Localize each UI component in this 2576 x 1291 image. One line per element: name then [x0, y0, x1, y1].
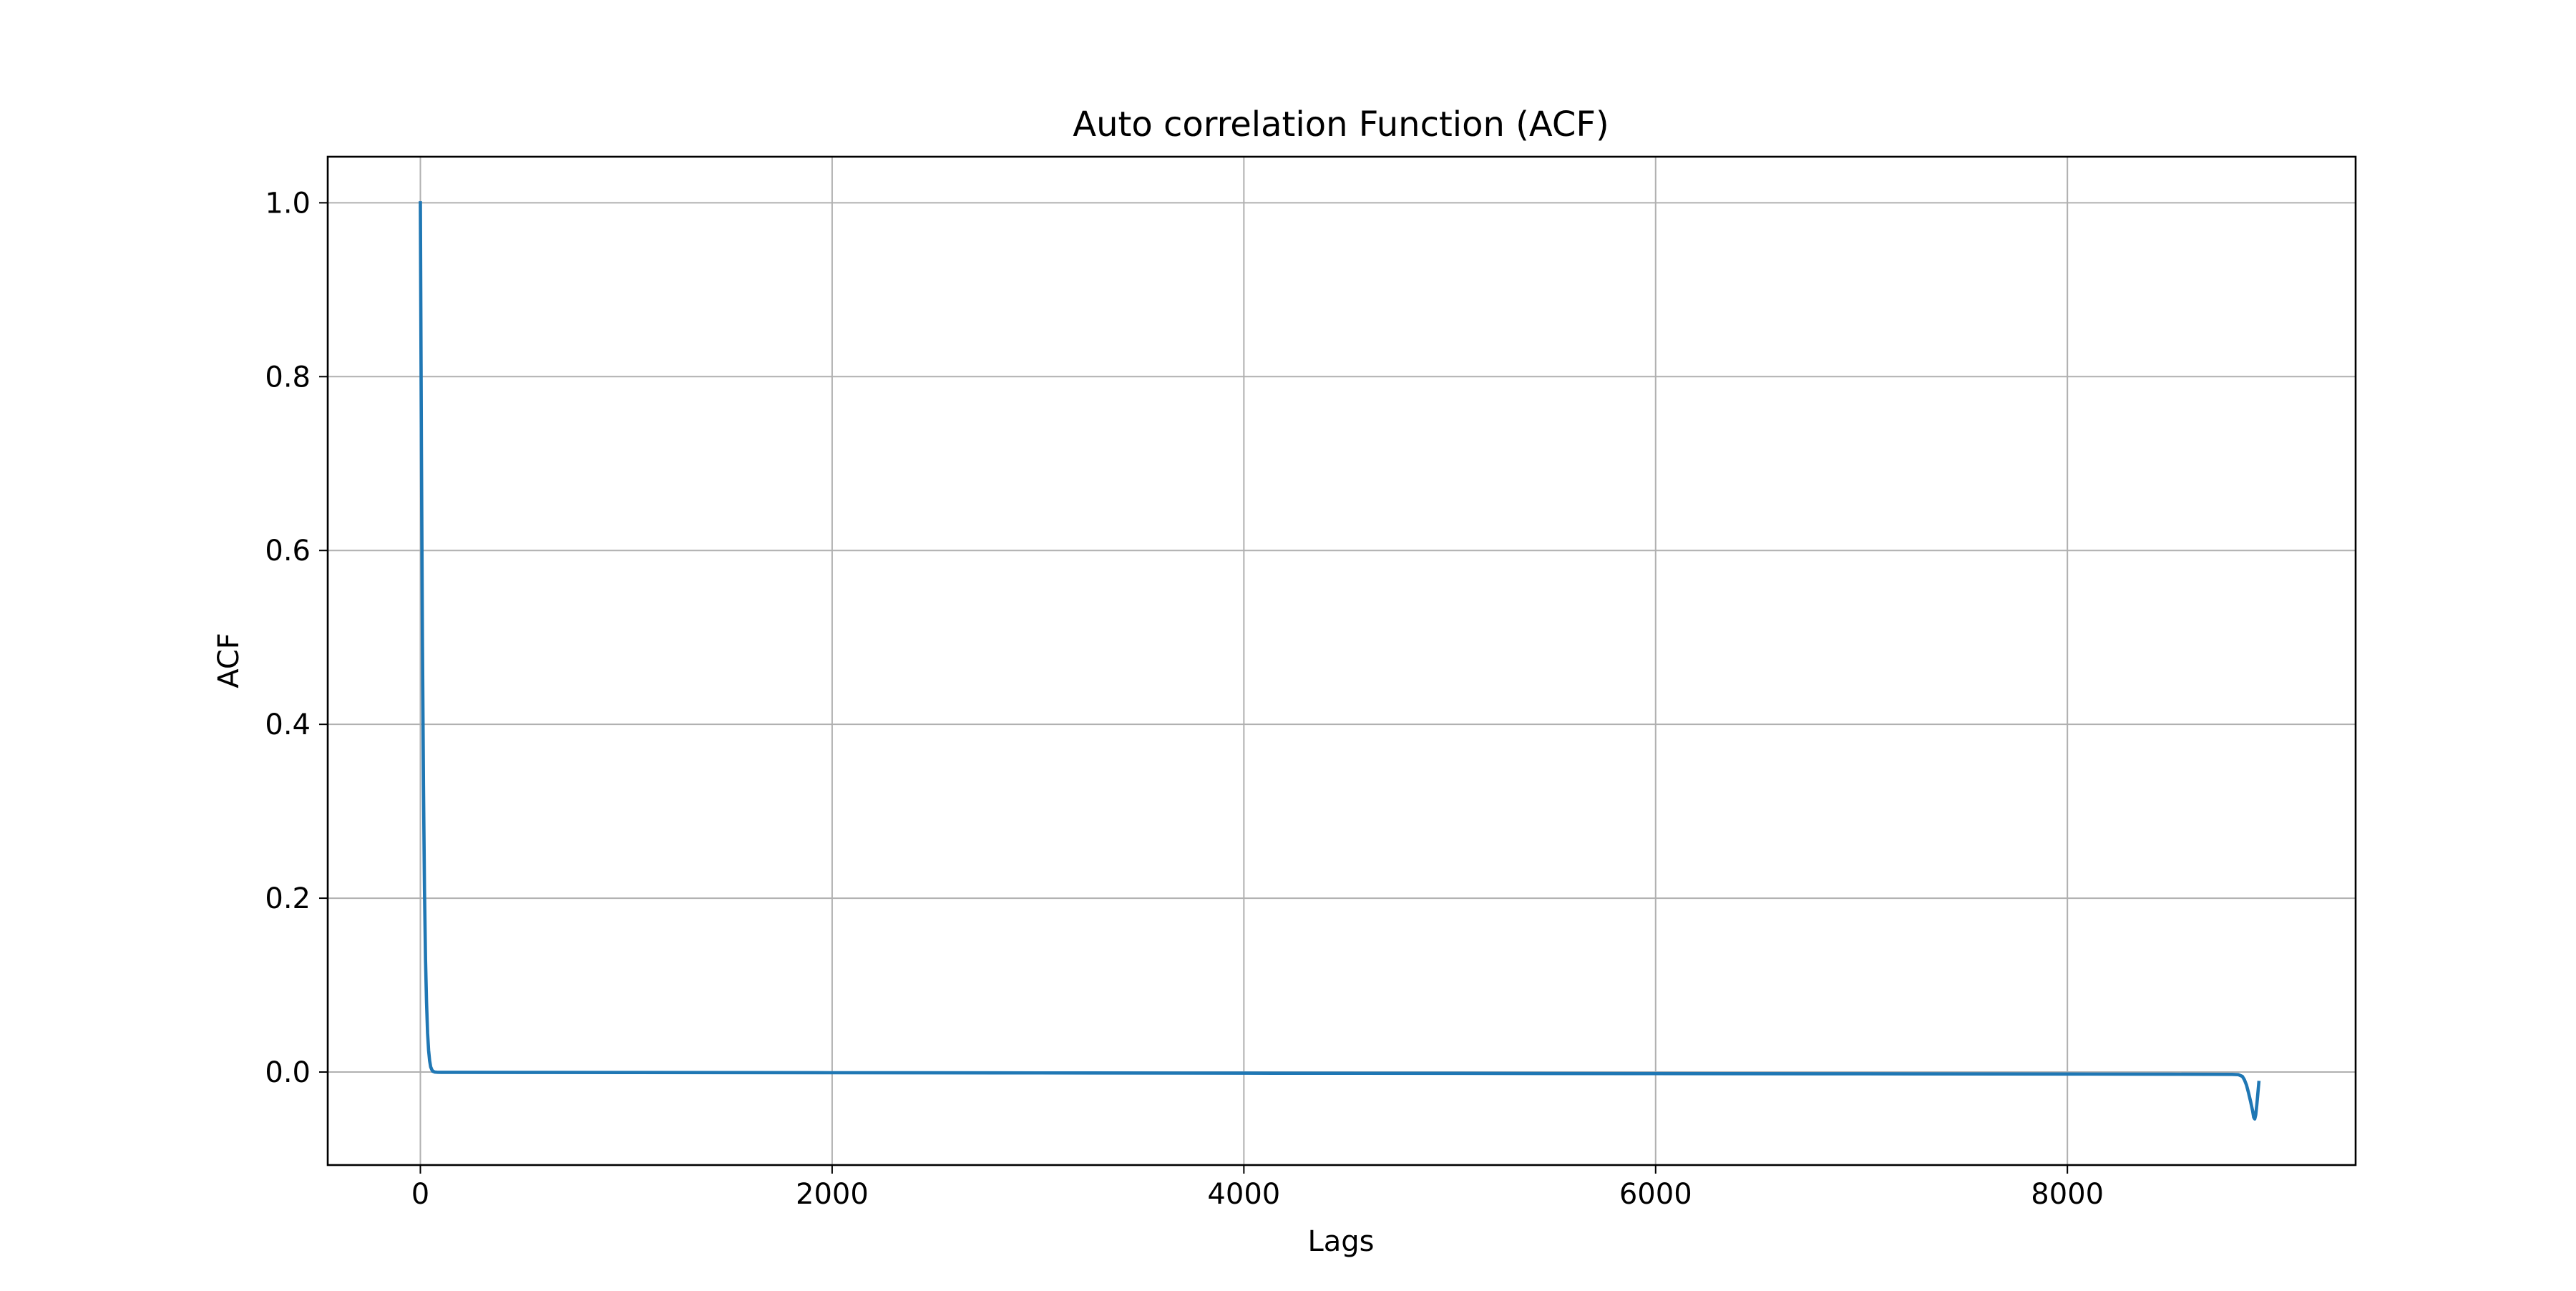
y-tick-label: 0.4	[265, 708, 311, 741]
tick-layer: 0 2000 4000 6000 8000 0.0 0.2 0.4 0.6 0.8 1.0	[265, 187, 2104, 1211]
y-tick-label: 1.0	[265, 187, 311, 220]
x-tick-label: 6000	[1619, 1178, 1692, 1211]
x-tick-label: 4000	[1207, 1178, 1280, 1211]
x-tick-label: 8000	[2031, 1178, 2104, 1211]
x-tick-label: 2000	[796, 1178, 869, 1211]
chart-title: Auto correlation Function (ACF)	[1073, 104, 1609, 145]
plot-frame	[326, 155, 2357, 1166]
y-axis-label: ACF	[213, 633, 245, 688]
x-tick-label: 0	[411, 1178, 429, 1211]
y-tick-label: 0.8	[265, 361, 311, 394]
y-tick-label: 0.0	[265, 1056, 311, 1089]
y-tick-label: 0.6	[265, 535, 311, 567]
series-layer	[419, 201, 2261, 1121]
acf-series-line	[419, 201, 2261, 1121]
grid-layer	[328, 157, 2356, 1165]
x-axis-label: Lags	[1307, 1225, 1374, 1258]
y-tick-label: 0.2	[265, 882, 311, 915]
